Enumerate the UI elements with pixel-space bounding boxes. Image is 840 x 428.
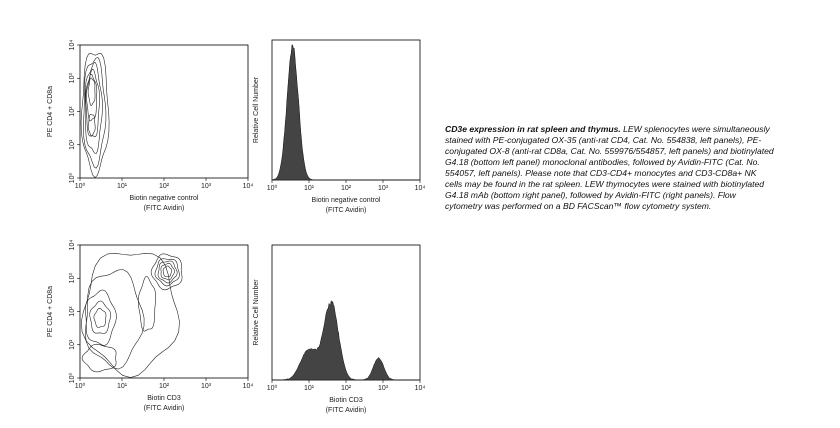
- y-axis-label: Relative Cell Number: [253, 279, 260, 346]
- contour-line: [87, 77, 96, 106]
- contour-line: [157, 260, 178, 284]
- caption-text: LEW splenocytes were simultaneously stai…: [445, 124, 774, 211]
- y-tick-label: 10⁰: [68, 173, 76, 184]
- y-tick-label: 10⁴: [69, 240, 76, 251]
- y-tick-label: 10²: [69, 106, 76, 117]
- x-axis-label: Biotin CD3: [329, 397, 363, 404]
- x-tick-label: 10²: [341, 385, 352, 392]
- caption-title: CD3e expression in rat spleen and thymus…: [445, 124, 621, 134]
- y-tick-label: 10³: [69, 273, 76, 284]
- y-tick-label: 10¹: [69, 139, 76, 150]
- x-tick-label: 10¹: [117, 383, 128, 390]
- x-tick-label: 10¹: [304, 185, 315, 192]
- y-axis-label: Relative Cell Number: [253, 76, 260, 143]
- contour-line: [81, 343, 117, 373]
- x-tick-label: 10⁰: [267, 384, 278, 392]
- contour-line: [80, 52, 110, 179]
- x-tick-label: 10³: [378, 185, 389, 192]
- y-tick-label: 10⁴: [69, 40, 76, 51]
- contour-line: [83, 57, 107, 169]
- contour-line: [85, 68, 101, 138]
- histogram: [272, 300, 420, 381]
- x-axis-label: Biotin negative control: [130, 195, 199, 202]
- x-tick-label: 10⁴: [415, 185, 426, 192]
- figure: 10⁰ 10¹ 10² 10³ 10⁴ 10⁰ 10¹ 10² 10³ 10⁴ PE CD4 + C…: [47, 39, 426, 414]
- x-tick-label: 10⁴: [243, 383, 254, 390]
- x-axis-label: (FITC Avidin): [144, 405, 185, 412]
- x-tick-label: 10³: [201, 183, 212, 190]
- contour-line: [162, 265, 173, 278]
- y-tick-label: 10²: [69, 306, 76, 317]
- contour-line: [137, 276, 157, 332]
- contour-line: [80, 252, 180, 378]
- contour-line: [150, 253, 183, 291]
- x-axis-label: Biotin CD3: [147, 395, 181, 402]
- x-tick-label: 10³: [378, 385, 389, 392]
- contour-line: [89, 300, 112, 334]
- x-tick-label: 10⁰: [75, 382, 86, 390]
- x-axis-label: (FITC Avidin): [326, 207, 367, 214]
- contour-line: [160, 262, 175, 281]
- contour-line: [84, 61, 103, 154]
- x-tick-label: 10⁴: [415, 385, 426, 392]
- x-tick-label: 10²: [341, 185, 352, 192]
- x-axis-label: Biotin negative control: [312, 197, 381, 204]
- x-tick-label: 10²: [159, 183, 170, 190]
- contour-line: [84, 289, 117, 346]
- y-axis-label: PE CD4 + CD8a: [47, 286, 54, 337]
- x-tick-label: 10¹: [304, 385, 315, 392]
- y-axis-label: PE CD4 + CD8a: [47, 86, 54, 137]
- x-tick-label: 10⁰: [267, 184, 278, 192]
- contour-line: [87, 114, 96, 137]
- y-tick-label: 10⁰: [68, 373, 76, 384]
- x-axis-label: (FITC Avidin): [144, 205, 185, 212]
- plot-frame: [271, 244, 421, 381]
- contour-line: [84, 269, 145, 370]
- x-axis-label: (FITC Avidin): [326, 407, 367, 414]
- y-tick-label: 10¹: [69, 339, 76, 350]
- x-tick-label: 10⁴: [243, 183, 254, 190]
- histogram: [271, 44, 420, 181]
- x-tick-label: 10⁰: [75, 182, 86, 190]
- y-tick-label: 10³: [69, 73, 76, 84]
- x-tick-label: 10¹: [117, 183, 128, 190]
- contour-line: [154, 258, 180, 287]
- x-tick-label: 10³: [201, 383, 212, 390]
- contour-line: [93, 307, 107, 328]
- caption: CD3e expression in rat spleen and thymus…: [445, 124, 775, 212]
- x-tick-label: 10²: [159, 383, 170, 390]
